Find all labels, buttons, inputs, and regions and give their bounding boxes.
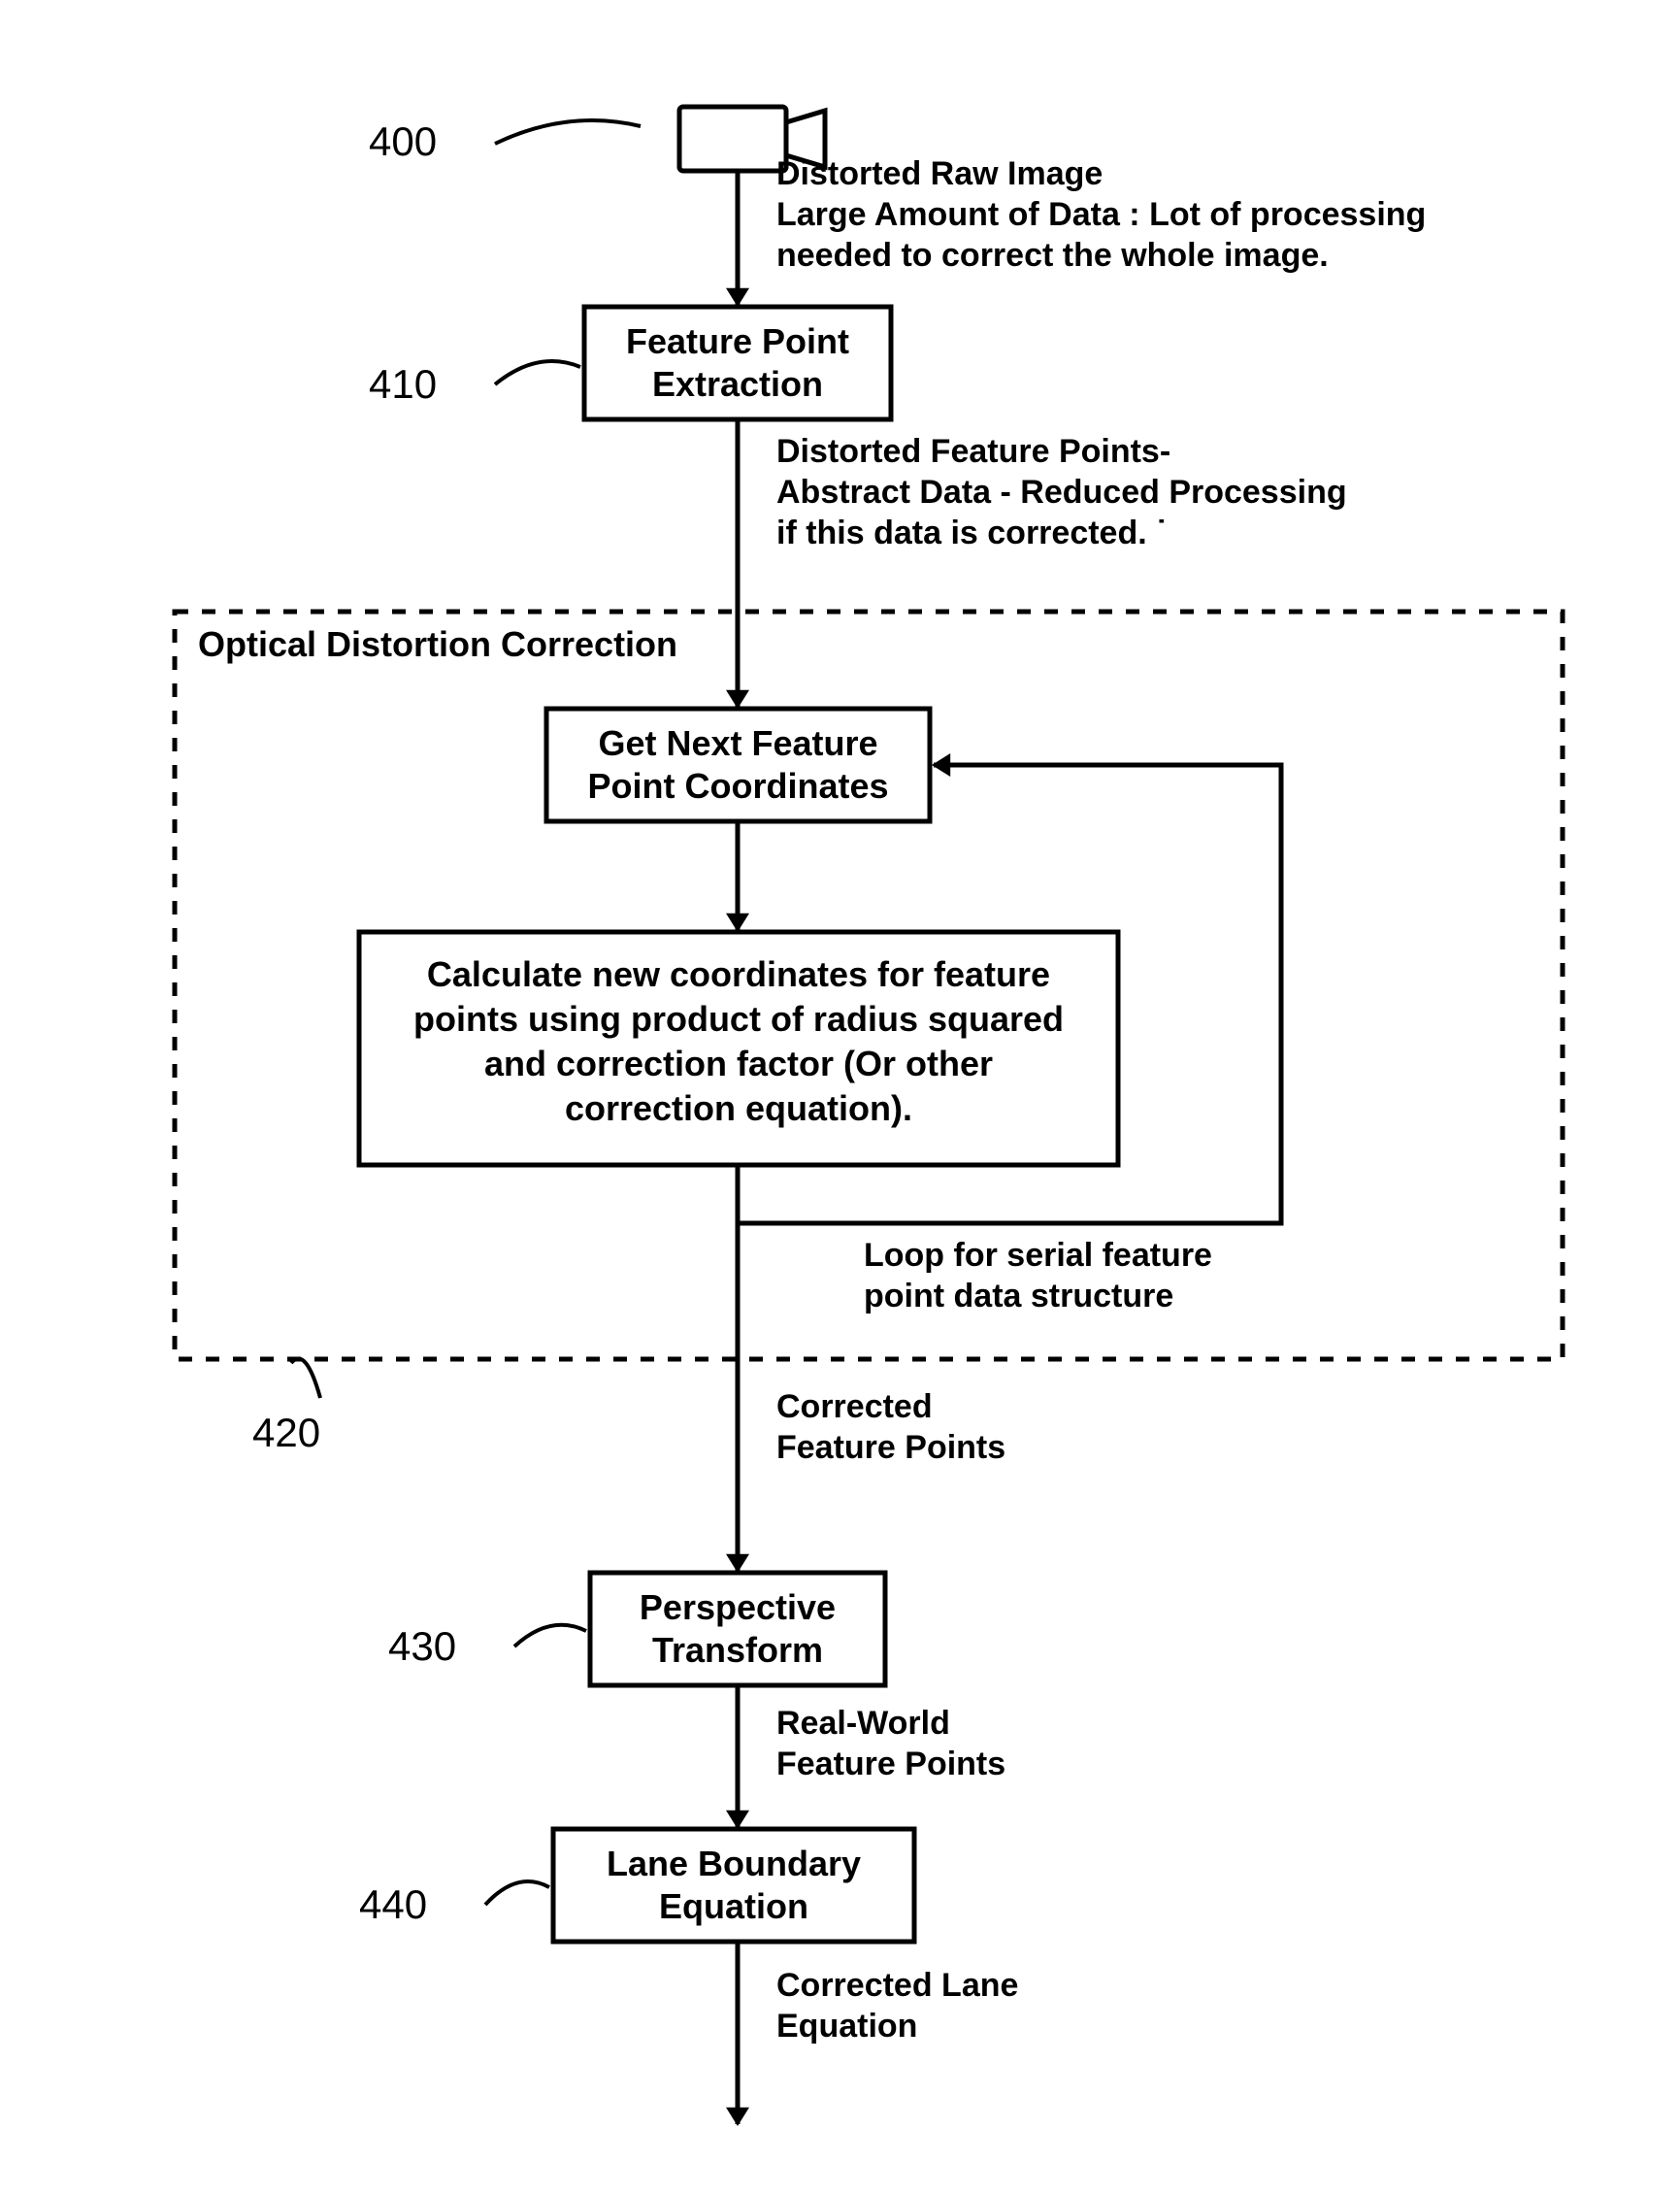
- box-label: Point Coordinates: [587, 766, 888, 806]
- reference-r400: 400: [369, 118, 437, 164]
- reference-leader: [485, 1881, 549, 1905]
- reference-leader: [495, 361, 580, 384]
- arrow-head: [726, 288, 749, 307]
- annotation: Distorted Raw Image: [776, 155, 1103, 192]
- annotation: Abstract Data - Reduced Processing: [776, 474, 1347, 511]
- box-label: and correction factor (Or other: [484, 1044, 993, 1083]
- annotation: Loop for serial feature: [864, 1237, 1212, 1274]
- annotation: Feature Points: [776, 1746, 1005, 1782]
- annotation: Large Amount of Data : Lot of processing: [776, 196, 1426, 233]
- group-title: Optical Distortion Correction: [198, 624, 677, 664]
- arrow-head: [726, 2108, 749, 2126]
- annotation: needed to correct the whole image.: [776, 237, 1329, 274]
- box-label: Lane Boundary: [607, 1844, 861, 1883]
- annotation: Equation: [776, 2008, 917, 2045]
- reference-r410: 410: [369, 361, 437, 407]
- reference-r430: 430: [388, 1623, 456, 1669]
- arrow-head: [726, 1811, 749, 1829]
- reference-leader: [291, 1359, 320, 1399]
- annotation: Corrected Lane: [776, 1967, 1018, 2004]
- box-label: Calculate new coordinates for feature: [427, 954, 1050, 994]
- reference-leader: [495, 120, 641, 144]
- box-label: Perspective: [640, 1587, 836, 1627]
- annotation: point data structure: [864, 1278, 1173, 1314]
- arrow-head: [932, 753, 950, 777]
- arrow-head: [726, 690, 749, 709]
- box-label: Get Next Feature: [598, 723, 877, 763]
- annotation: Corrected: [776, 1388, 933, 1425]
- box-label: correction equation).: [565, 1088, 912, 1128]
- annotation: Real-World: [776, 1705, 950, 1742]
- reference-r420: 420: [252, 1410, 320, 1455]
- annotation: if this data is corrected. ˙: [776, 515, 1167, 551]
- box-label: points using product of radius squared: [413, 999, 1064, 1039]
- box-label: Extraction: [652, 364, 823, 404]
- reference-r440: 440: [359, 1881, 427, 1927]
- box-label: Feature Point: [626, 321, 849, 361]
- arrow-head: [726, 1554, 749, 1573]
- annotation: Feature Points: [776, 1429, 1005, 1466]
- arrow-head: [726, 914, 749, 932]
- annotation: Distorted Feature Points-: [776, 433, 1170, 470]
- box-label: Transform: [652, 1630, 823, 1670]
- reference-leader: [514, 1625, 586, 1646]
- box-label: Equation: [659, 1886, 808, 1926]
